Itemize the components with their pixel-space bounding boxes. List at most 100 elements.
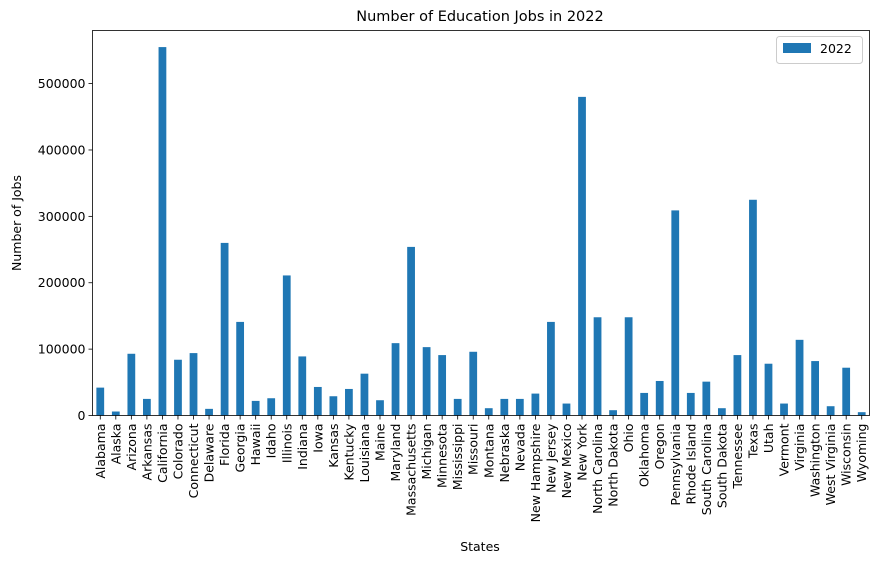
bar-maryland: [391, 343, 400, 416]
x-tick-label: North Dakota: [606, 424, 621, 507]
x-tick-label: Tennessee: [730, 423, 745, 489]
bar-colorado: [174, 359, 182, 416]
bar-new-hampshire: [531, 393, 540, 416]
bar-florida: [220, 242, 229, 416]
x-tick-label: Arkansas: [139, 424, 154, 481]
x-tick-label: Massachusetts: [404, 424, 419, 516]
bar-maine: [376, 400, 384, 416]
x-tick-label: Iowa: [310, 424, 325, 453]
x-tick-label: Minnesota: [435, 424, 450, 489]
y-tick-label: 0: [78, 408, 86, 423]
x-tick-label: New York: [575, 423, 590, 481]
bar-mississippi: [453, 398, 462, 416]
x-tick-label: Pennsylvania: [668, 424, 683, 506]
x-tick-label: Maryland: [388, 424, 403, 482]
x-tick-label: New Mexico: [559, 424, 574, 499]
bar-montana: [484, 408, 493, 416]
x-tick-label: Oklahoma: [637, 424, 652, 488]
y-axis-title: Number of Jobs: [9, 175, 24, 271]
x-tick-label: Florida: [217, 424, 232, 467]
x-tick-label: Alaska: [108, 424, 123, 465]
bar-oklahoma: [640, 392, 649, 416]
bar-new-jersey: [547, 321, 555, 416]
x-tick-label: Indiana: [295, 424, 310, 470]
x-tick-label: Virginia: [792, 424, 807, 471]
x-tick-label: Nevada: [512, 424, 527, 472]
bar-virginia: [795, 339, 804, 416]
bar-michigan: [422, 347, 431, 416]
x-tick-label: Arizona: [124, 424, 139, 471]
bar-south-carolina: [702, 381, 711, 416]
x-tick-label: South Dakota: [714, 424, 729, 509]
y-tick-label: 500000: [38, 76, 86, 91]
bar-north-dakota: [609, 410, 617, 416]
x-tick-label: Missouri: [466, 424, 481, 475]
bar-new-york: [578, 96, 586, 416]
x-tick-label: Vermont: [777, 423, 792, 476]
bar-iowa: [313, 386, 322, 416]
chart-title: Number of Education Jobs in 2022: [356, 9, 603, 25]
bar-west-virginia: [826, 406, 835, 416]
bar-minnesota: [438, 355, 447, 416]
x-tick-label: Kentucky: [341, 423, 356, 481]
x-axis-ticks: Alabama Alaska Arizona Arkansas California Co…: [93, 415, 869, 522]
x-tick-label: South Carolina: [699, 424, 714, 516]
x-tick-label: Montana: [481, 424, 496, 479]
x-tick-label: Kansas: [326, 424, 341, 468]
bar-new-mexico: [562, 403, 571, 416]
bar-utah: [764, 363, 773, 416]
bar-indiana: [298, 356, 307, 416]
x-tick-label: Illinois: [279, 424, 294, 464]
bar-missouri: [469, 351, 478, 416]
x-tick-label: Delaware: [202, 423, 217, 482]
x-tick-label: West Virginia: [823, 424, 838, 506]
x-tick-label: New Hampshire: [528, 423, 543, 522]
y-tick-label: 100000: [38, 342, 86, 357]
bar-louisiana: [360, 373, 369, 416]
bar-arkansas: [143, 398, 151, 416]
bar-georgia: [236, 321, 245, 416]
y-axis-ticks: 0 100000 200000 300000 400000 500000: [38, 76, 93, 423]
bar-pennsylvania: [671, 210, 680, 416]
bar-massachusetts: [407, 246, 415, 416]
bar-tennessee: [733, 355, 742, 416]
x-tick-label: Oregon: [652, 424, 667, 470]
bar-illinois: [282, 275, 291, 416]
x-tick-label: Hawaii: [248, 424, 263, 466]
bar-texas: [749, 199, 757, 416]
x-tick-label: Mississippi: [450, 424, 465, 491]
bar-alabama: [96, 387, 105, 416]
x-tick-label: Wyoming: [854, 424, 869, 483]
bar-kentucky: [345, 388, 353, 416]
x-tick-label: California: [155, 424, 170, 483]
bar-idaho: [267, 398, 276, 416]
x-tick-label: Colorado: [170, 424, 185, 480]
y-tick-label: 400000: [38, 142, 86, 157]
x-tick-label: Rhode Island: [683, 424, 698, 505]
bar-vermont: [780, 403, 788, 416]
bar-wyoming: [857, 412, 866, 416]
bar-wisconsin: [842, 367, 851, 416]
bar-washington: [811, 361, 819, 416]
x-tick-label: Idaho: [264, 424, 279, 459]
bar-delaware: [205, 408, 213, 416]
bar-ohio: [624, 317, 633, 416]
x-tick-label: Louisiana: [357, 424, 372, 483]
x-tick-label: Wisconsin: [839, 424, 854, 486]
x-tick-label: Texas: [745, 424, 760, 460]
x-tick-label: Utah: [761, 424, 776, 454]
legend-label: 2022: [820, 41, 852, 56]
x-tick-label: New Jersey: [543, 423, 558, 493]
x-tick-label: Connecticut: [186, 423, 201, 498]
bar-alaska: [111, 411, 120, 416]
bar-north-carolina: [593, 317, 602, 416]
bar-south-dakota: [717, 408, 726, 416]
bar-rhode-island: [686, 392, 695, 416]
legend: 2022: [776, 36, 863, 64]
x-tick-label: Ohio: [621, 424, 636, 453]
bar-california: [158, 47, 167, 416]
legend-swatch: [783, 43, 811, 53]
x-tick-label: Georgia: [233, 424, 248, 473]
x-tick-label: Nebraska: [497, 424, 512, 483]
